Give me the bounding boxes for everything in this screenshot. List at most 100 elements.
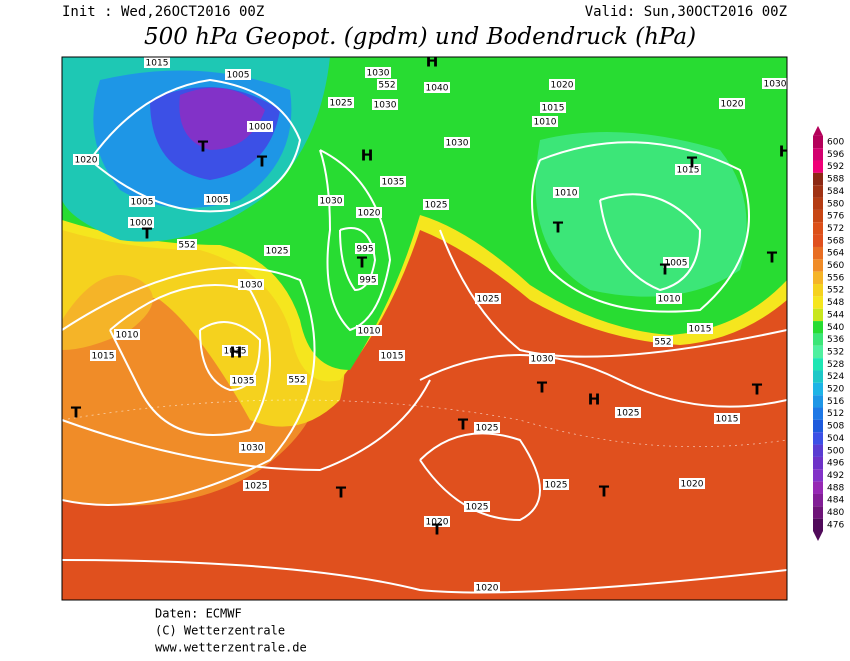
pressure-label: 1030 (446, 139, 469, 149)
colorbar-top-arrow (813, 125, 823, 136)
pressure-label-box (90, 350, 116, 361)
colorbar-swatch (813, 432, 823, 445)
pressure-label: 1010 (116, 331, 139, 341)
pressure-label-box (380, 176, 406, 187)
pressure-label: 1020 (358, 209, 381, 219)
pressure-center: T (537, 379, 548, 397)
pressure-label-box (474, 422, 500, 433)
pressure-center: T (767, 249, 778, 267)
colorbar-swatch (813, 222, 823, 235)
colorbar-label: 476 (827, 520, 844, 530)
colorbar-label: 540 (827, 323, 844, 333)
pressure-center: T (660, 261, 671, 279)
pressure-label-box (358, 274, 378, 285)
colorbar-swatch (813, 333, 823, 346)
pressure-label-box (424, 516, 450, 527)
pressure-label-box (475, 293, 501, 304)
pressure-label: 1035 (382, 178, 405, 188)
pressure-label: 1020 (426, 518, 449, 528)
pressure-label-box (675, 164, 701, 175)
pressure-label: 552 (178, 241, 195, 251)
pressure-label: 1015 (677, 166, 700, 176)
colorbar-label: 488 (827, 483, 844, 493)
pressure-center: T (71, 404, 82, 422)
colorbar-label: 552 (827, 286, 844, 296)
pressure-label-box (222, 345, 248, 356)
pressure-label: 1030 (531, 355, 554, 365)
pressure-label: 1025 (545, 481, 568, 491)
colorbar-label: 572 (827, 224, 844, 234)
colorbar-swatch (813, 321, 823, 334)
pressure-center: T (458, 416, 469, 434)
colorbar-swatch (813, 506, 823, 519)
pressure-label-box (144, 57, 170, 68)
pressure-label-box (177, 239, 197, 250)
pressure-label-box (423, 199, 449, 210)
pressure-label: 1015 (716, 415, 739, 425)
pressure-label-box (365, 67, 391, 78)
colorbar-swatch (813, 271, 823, 285)
pressure-label: 1040 (426, 84, 449, 94)
pressure-label-box (225, 69, 251, 80)
colorbar-label: 548 (827, 298, 844, 308)
colorbar-label: 536 (827, 335, 844, 345)
colorbar-swatch (813, 481, 823, 494)
colorbar-swatch (813, 185, 823, 198)
colorbar-label: 580 (827, 199, 844, 209)
pressure-label-box (679, 478, 705, 489)
pressure-label-box (243, 480, 269, 491)
colorbar-swatch (813, 246, 823, 260)
pressure-label-box (549, 79, 575, 90)
pressure-center: T (432, 521, 443, 539)
pressure-label-box (540, 102, 566, 113)
pressure-label: 1025 (330, 99, 353, 109)
pressure-center: T (198, 138, 209, 156)
pressure-center: H (426, 53, 439, 71)
pressure-label: 552 (288, 376, 305, 386)
colorbar-label: 576 (827, 212, 844, 222)
colorbar-swatch (813, 395, 823, 408)
colorbar-swatch (813, 148, 823, 161)
pressure-label-box (474, 582, 500, 593)
pressure-label-box (529, 353, 555, 364)
pressure-label-box (73, 154, 99, 165)
pressure-label: 1020 (75, 156, 98, 166)
colorbar-label: 496 (827, 459, 844, 469)
pressure-label-box (444, 137, 470, 148)
pressure-center: T (357, 254, 368, 272)
pressure-label: 1025 (477, 295, 500, 305)
footer-url: www.wetterzentrale.de (155, 641, 307, 655)
pressure-center: T (687, 154, 698, 172)
pressure-label-box (663, 257, 689, 268)
init-time: Init : Wed,26OCT2016 00Z (62, 4, 264, 20)
colorbar-label: 600 (827, 138, 844, 148)
colorbar-label: 556 (827, 273, 844, 283)
colorbar: 600 596 592 588 584 580 576 572 568 564 560 556 552 5… (813, 125, 844, 542)
pressure-label: 1025 (266, 247, 289, 257)
colorbar-swatch (813, 234, 823, 247)
colorbar-swatch (813, 259, 823, 272)
pressure-label-box (238, 279, 264, 290)
pressure-center: T (599, 483, 610, 501)
pressure-center: T (752, 381, 763, 399)
colorbar-label: 508 (827, 422, 844, 432)
colorbar-swatch (813, 172, 823, 186)
pressure-label: 1015 (146, 59, 169, 69)
pressure-label-box (287, 374, 307, 385)
pressure-label: 1025 (425, 201, 448, 211)
pressure-label-box (230, 375, 256, 386)
footer-copyright: (C) Wetterzentrale (155, 624, 285, 638)
pressure-label: 1015 (542, 104, 565, 114)
map-frame (61, 56, 788, 601)
pressure-label: 1005 (227, 71, 250, 81)
colorbar-swatch (813, 358, 823, 371)
colorbar-bottom-arrow (813, 531, 823, 542)
colorbar-label: 524 (827, 372, 844, 382)
colorbar-label: 588 (827, 175, 844, 185)
colorbar-swatch (813, 518, 823, 532)
colorbar-label: 504 (827, 434, 844, 444)
label-layer: 1015 1005 1030 1040 1025 1030 1000 1020 1030 1035… (71, 53, 787, 594)
pressure-label: 552 (654, 338, 671, 348)
colorbar-swatch (813, 419, 823, 433)
